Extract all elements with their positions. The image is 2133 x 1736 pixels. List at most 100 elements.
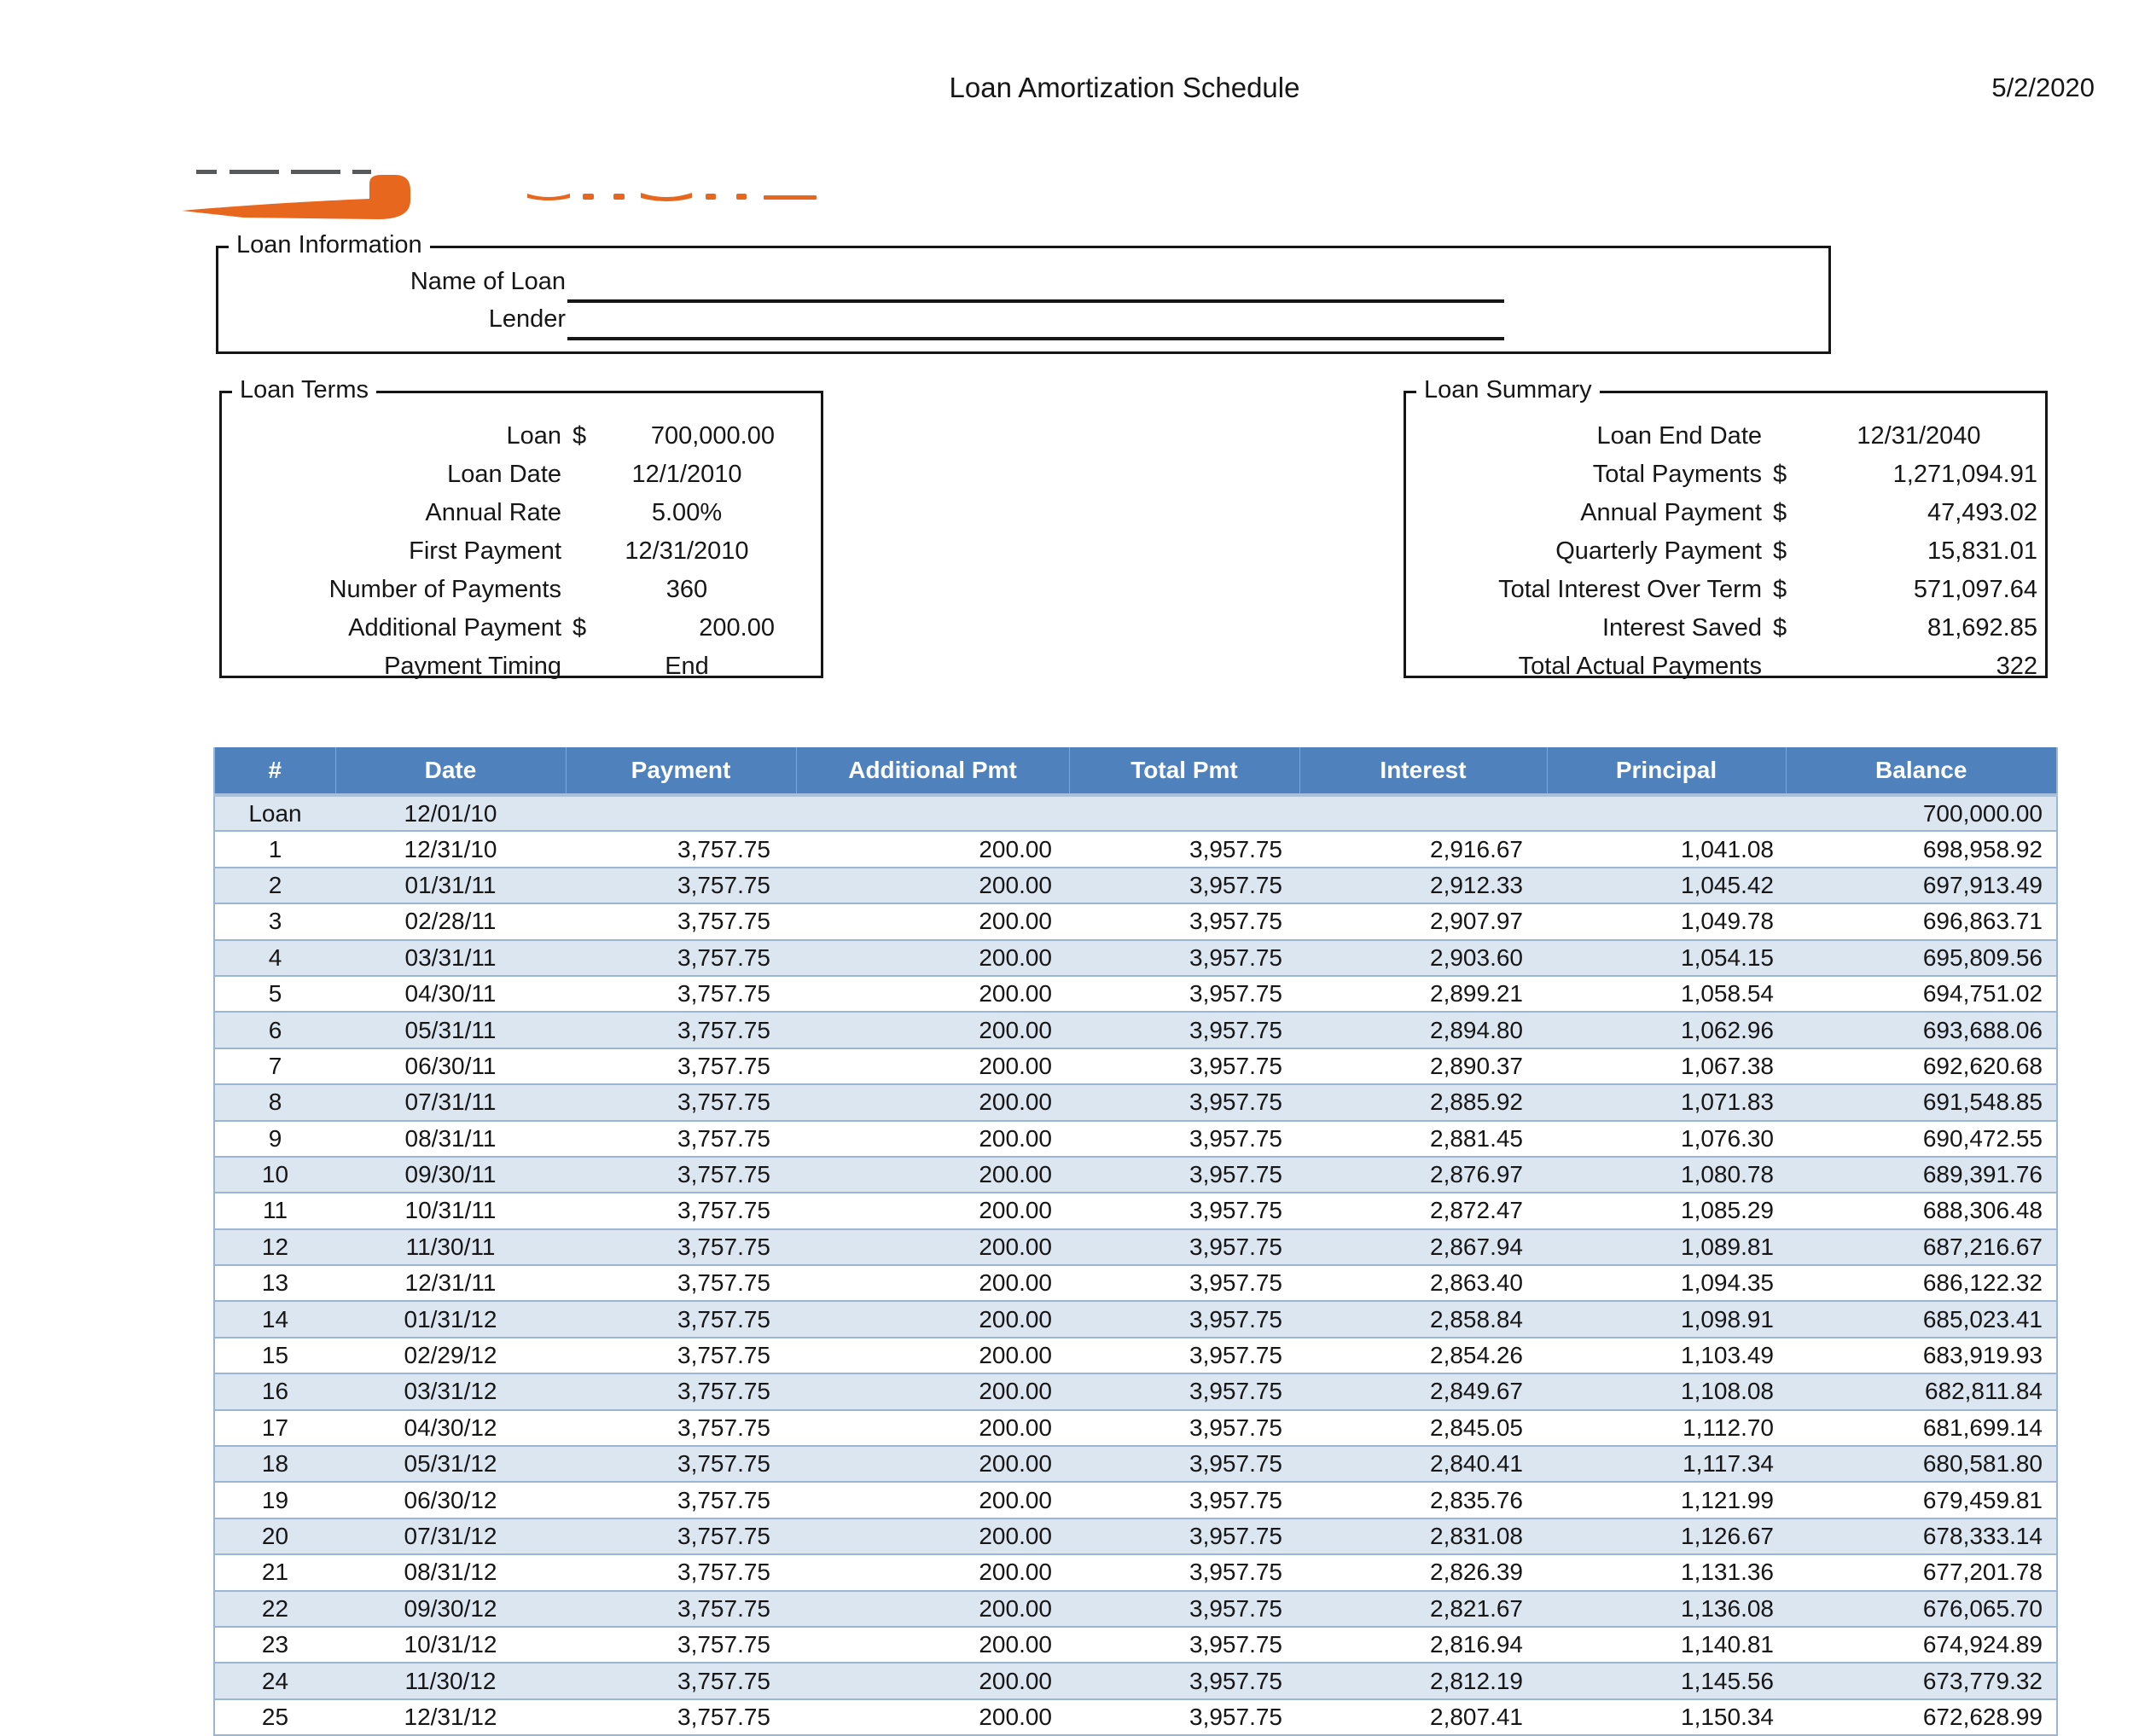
cell-total-pmt: 3,957.75 [1069,1482,1299,1519]
cell-date: 12/31/10 [335,831,566,868]
cell-date: 12/31/12 [335,1698,566,1736]
schedule-table-body: Loan 12/01/10 700,000.00 1 12/31/10 3,75… [214,795,2057,1736]
page-title: Loan Amortization Schedule [949,72,1300,103]
logo-dashes [196,170,371,174]
table-row: 24 11/30/12 3,757.75 200.00 3,957.75 2,8… [214,1663,2057,1700]
table-row: 16 03/31/12 3,757.75 200.00 3,957.75 2,8… [214,1373,2057,1411]
key-value-row: Loan End Date 12/31/2040 [1406,417,2045,456]
cell-total-pmt: 3,957.75 [1069,939,1299,977]
table-row: 12 11/30/11 3,757.75 200.00 3,957.75 2,8… [214,1228,2057,1267]
cell-total-pmt: 3,957.75 [1069,1228,1299,1267]
cell-additional-pmt: 200.00 [796,1193,1069,1230]
cell-interest: 2,912.33 [1299,867,1547,905]
cell-principal: 1,136.08 [1547,1590,1786,1628]
cell-interest: 2,845.05 [1299,1409,1547,1448]
cell-date: 12/31/11 [335,1265,566,1303]
cell-interest: 2,849.67 [1299,1373,1547,1411]
cell-interest: 2,835.76 [1299,1482,1547,1519]
table-row: 6 05/31/11 3,757.75 200.00 3,957.75 2,89… [214,1012,2057,1049]
cell-number: 24 [214,1663,335,1700]
cell-additional-pmt: 200.00 [796,1120,1069,1158]
cell-payment: 3,757.75 [566,1228,796,1267]
key-value-row: Interest Saved $ 81,692.85 [1406,609,2045,647]
row-label: Number of Payments [328,576,561,603]
cell-additional-pmt: 200.00 [796,1446,1069,1483]
cell-date: 12/01/10 [335,795,566,833]
cell-additional-pmt: 200.00 [796,1012,1069,1049]
cell-interest: 2,907.97 [1299,903,1547,941]
row-value: End [665,653,709,680]
cell-additional-pmt: 200.00 [796,1698,1069,1736]
cell-balance: 698,958.92 [1786,831,2057,868]
cell-balance: 677,201.78 [1786,1554,2057,1592]
cell-payment: 3,757.75 [566,1518,796,1556]
cell-payment [566,795,796,833]
currency-symbol: $ [1773,537,1787,565]
table-row: 1 12/31/10 3,757.75 200.00 3,957.75 2,91… [214,831,2057,868]
cell-number: 3 [214,903,335,941]
cell-additional-pmt: 200.00 [796,831,1069,868]
cell-balance: 692,620.68 [1786,1048,2057,1086]
cell-payment: 3,757.75 [566,1373,796,1411]
cell-total-pmt: 3,957.75 [1069,1626,1299,1664]
amortization-schedule: # Date Payment Additional Pmt Total Pmt … [213,747,2058,1736]
cell-date: 04/30/11 [335,975,566,1013]
name-of-loan-field[interactable] [567,299,1504,303]
cell-date: 11/30/11 [335,1228,566,1267]
table-row: 21 08/31/12 3,757.75 200.00 3,957.75 2,8… [214,1554,2057,1592]
cell-total-pmt: 3,957.75 [1069,1554,1299,1592]
logo-swoosh-icon [182,175,410,219]
cell-number: 2 [214,867,335,905]
cell-number: Loan [214,795,335,833]
cell-total-pmt: 3,957.75 [1069,1193,1299,1230]
cell-balance: 676,065.70 [1786,1590,2057,1628]
row-value: 12/1/2010 [631,461,742,488]
cell-total-pmt: 3,957.75 [1069,1518,1299,1556]
cell-principal: 1,131.36 [1547,1554,1786,1592]
cell-principal: 1,103.49 [1547,1337,1786,1375]
cell-principal: 1,054.15 [1547,939,1786,977]
loan-information-legend: Loan Information [229,231,430,259]
cell-payment: 3,757.75 [566,1409,796,1448]
cell-date: 03/31/11 [335,939,566,977]
cell-payment: 3,757.75 [566,1554,796,1592]
cell-payment: 3,757.75 [566,1446,796,1483]
row-label: Total Interest Over Term [1498,576,1762,603]
cell-payment: 3,757.75 [566,1120,796,1158]
lender-field[interactable] [567,337,1504,340]
table-row: 8 07/31/11 3,757.75 200.00 3,957.75 2,88… [214,1084,2057,1122]
row-value: 200.00 [699,614,775,642]
cell-date: 05/31/12 [335,1446,566,1483]
cell-payment: 3,757.75 [566,1265,796,1303]
table-row: 9 08/31/11 3,757.75 200.00 3,957.75 2,88… [214,1120,2057,1158]
cell-payment: 3,757.75 [566,975,796,1013]
cell-balance: 686,122.32 [1786,1265,2057,1303]
column-header-interest: Interest [1299,747,1547,797]
row-label: Total Payments [1592,461,1762,488]
cell-interest: 2,876.97 [1299,1156,1547,1194]
loan-terms-rows: Loan $ 700,000.00 Loan Date 12/1/2010 An… [222,417,821,686]
cell-payment: 3,757.75 [566,1626,796,1664]
cell-principal: 1,126.67 [1547,1518,1786,1556]
cell-date: 06/30/11 [335,1048,566,1086]
cell-additional-pmt: 200.00 [796,1409,1069,1448]
cell-date: 05/31/11 [335,1012,566,1049]
cell-total-pmt: 3,957.75 [1069,1301,1299,1338]
key-value-row: Number of Payments 360 [222,571,821,609]
table-row: 3 02/28/11 3,757.75 200.00 3,957.75 2,90… [214,903,2057,941]
row-value: 571,097.64 [1913,576,2037,603]
cell-payment: 3,757.75 [566,831,796,868]
table-row: 18 05/31/12 3,757.75 200.00 3,957.75 2,8… [214,1446,2057,1483]
table-row: 10 09/30/11 3,757.75 200.00 3,957.75 2,8… [214,1156,2057,1194]
key-value-row: Loan Date 12/1/2010 [222,456,821,494]
cell-total-pmt: 3,957.75 [1069,1409,1299,1448]
loan-summary-box: Loan Summary Loan End Date 12/31/2040 To… [1404,376,2048,680]
cell-total-pmt: 3,957.75 [1069,1590,1299,1628]
row-label: Quarterly Payment [1555,537,1762,565]
cell-interest: 2,872.47 [1299,1193,1547,1230]
cell-number: 13 [214,1265,335,1303]
cell-principal [1547,795,1786,833]
cell-date: 10/31/11 [335,1193,566,1230]
row-value: 81,692.85 [1927,614,2037,642]
cell-number: 18 [214,1446,335,1483]
